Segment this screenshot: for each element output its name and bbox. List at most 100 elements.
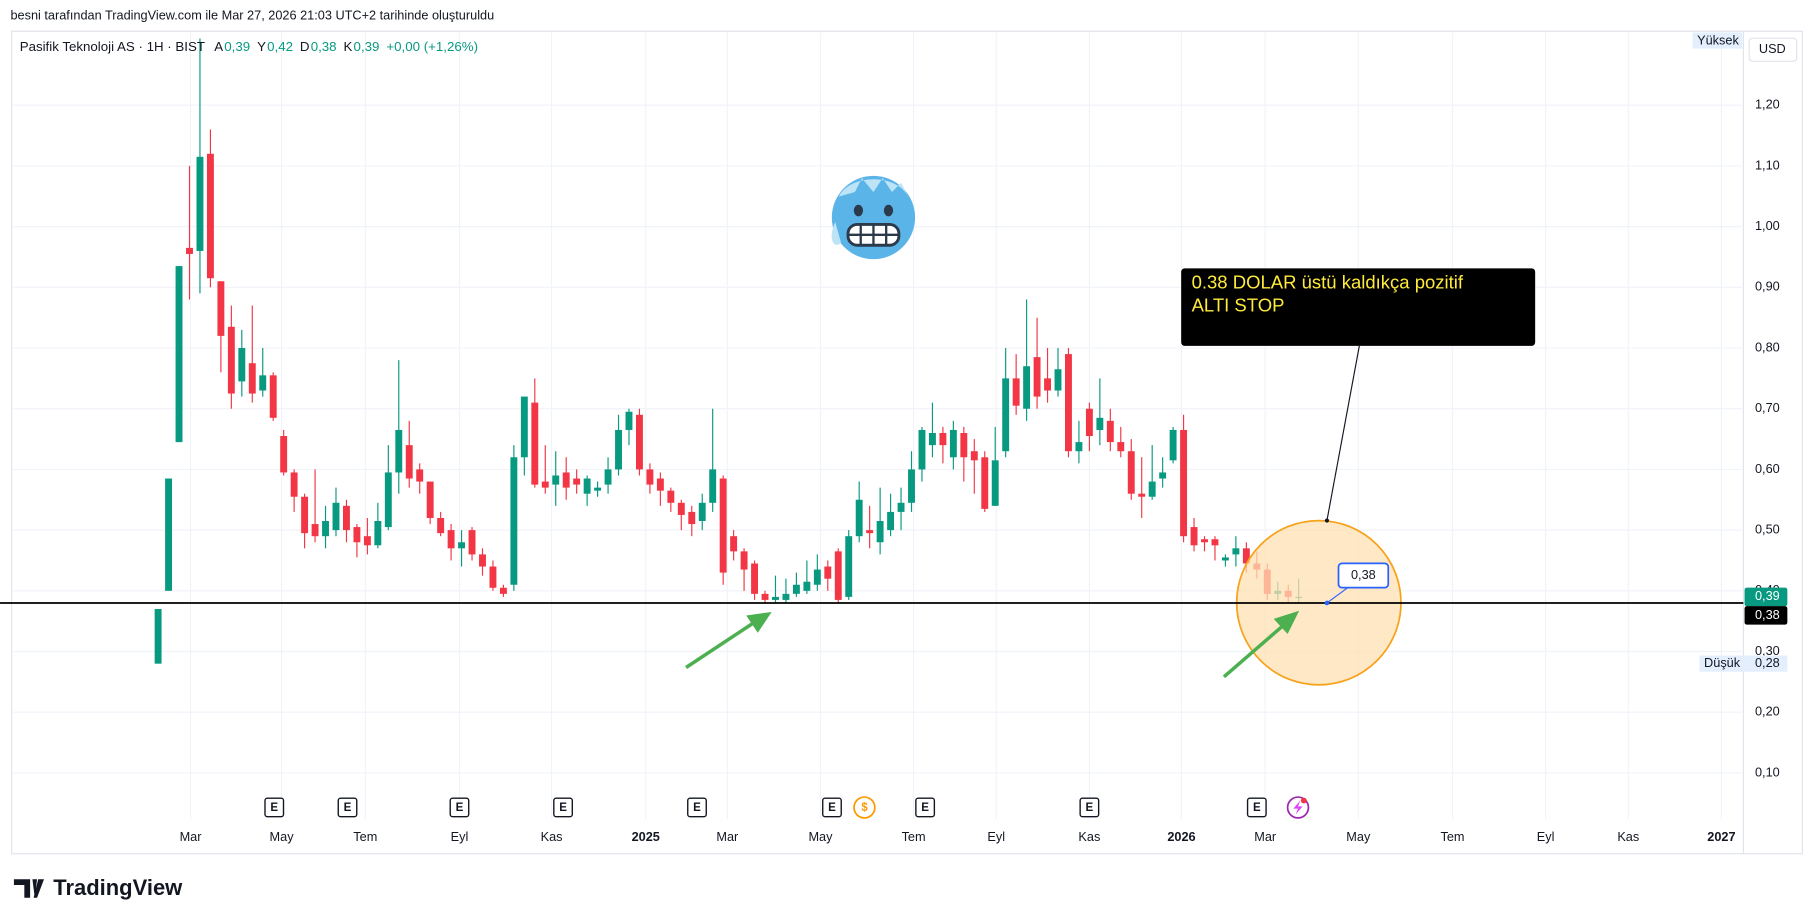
y-tick-label: 1,20 [1755,97,1780,112]
candle-body [520,396,528,458]
event-label: E [1086,802,1094,814]
candle-body [656,478,664,491]
legend-key: K [344,39,353,54]
x-tick-label: 2025 [632,829,660,844]
candle-body [897,502,905,512]
candle-body [227,326,235,394]
event-label: $ [861,802,868,814]
event-label: E [559,802,567,814]
candles [154,38,1303,664]
price-label-bg [1744,606,1788,625]
annotation-text: ALTI STOP [1192,294,1285,315]
event-label: E [344,802,352,814]
y-tick-label: 0,60 [1755,461,1780,476]
logo: TradingView [13,875,183,900]
candle-body [322,521,329,537]
currency[interactable]: USD [1759,41,1786,56]
event-label: E [921,802,929,814]
candle-body [1201,539,1208,543]
event-marker[interactable] [1246,797,1267,818]
candle-body [217,281,225,336]
candle-body [175,266,183,443]
candle-body [573,478,581,485]
candle-body [395,429,403,473]
candle-body [1138,493,1146,497]
candle-body [384,472,392,528]
candle-body [280,436,288,473]
candle-body [834,551,842,600]
legend-change: +0,00 (+1,26%) [386,39,478,54]
candle-body [1211,539,1219,546]
candle-body [1044,378,1051,391]
candle-body [1002,378,1010,452]
x-tick-label: Kas [1078,829,1100,844]
candle-body [1106,420,1114,443]
legend-value: 0,42 [267,39,293,54]
x-tick-label: Eyl [987,829,1005,844]
candle-body [876,521,884,543]
candle-body [405,445,413,479]
event-marker[interactable] [264,797,285,818]
event-marker[interactable] [449,797,470,818]
event-icon[interactable] [1286,796,1310,819]
candle-body [562,472,570,488]
candle-body [677,502,685,515]
candle-body [866,530,874,534]
candle-body [468,530,476,555]
candle-body [1242,548,1250,564]
candle-body [635,414,643,470]
grid [11,32,1744,820]
candle-body [688,511,696,525]
candle-body [259,375,267,391]
candle-body [447,530,455,549]
y-tick-label: 1,00 [1755,218,1780,233]
candle-body [552,475,560,485]
candle-body [269,375,277,418]
event-marker[interactable] [687,797,707,818]
x-tick-label: Tem [902,829,926,844]
candle-body [186,247,193,254]
event-marker[interactable] [1079,797,1100,818]
ohlc-legend: A 0,39 Y 0,42 D 0,38 K 0,39 +0,00 (+1,26%) [214,39,478,54]
y-tick-label: 0,20 [1755,704,1780,719]
candle-body [1023,366,1031,409]
candle-body [238,348,246,382]
candle-body [583,478,591,494]
candle-body [196,156,204,251]
candle-body [499,587,507,594]
legend-key: A [214,39,223,54]
callout-tail [1326,587,1349,604]
x-tick-label: 2027 [1707,829,1735,844]
annotation-pointer [1326,345,1360,521]
currency-button[interactable] [1748,37,1798,62]
candle-body [1054,369,1062,391]
low-value: 0,28 [1755,655,1780,670]
event-label: E [1253,802,1261,814]
event-marker[interactable] [337,797,358,818]
price-label: 0,38 [1755,607,1780,622]
event-marker[interactable] [853,796,876,819]
event-marker[interactable] [915,797,936,818]
candle-body [646,469,654,485]
x-tick-label: Mar [716,829,739,844]
candle-body [541,481,549,488]
y-tick-label: 0,90 [1755,279,1780,294]
candle-body [667,490,675,503]
candle-body [437,517,445,534]
candle-body [1221,557,1229,561]
candle-body [1148,481,1156,497]
arrow [685,611,772,669]
y-tick-label: 0,50 [1755,521,1780,536]
price-label-bg [1744,587,1788,607]
candle-body [290,472,298,497]
candle-body [1127,451,1135,494]
event-marker[interactable] [553,797,574,818]
x-tick-label: Eyl [451,829,469,844]
event-marker[interactable] [822,797,842,818]
legend-key: Y [257,39,266,54]
candle-body [416,469,424,482]
x-tick-label: 2026 [1167,829,1195,844]
legend-value: 0,39 [354,39,380,54]
candle-body [479,554,486,567]
